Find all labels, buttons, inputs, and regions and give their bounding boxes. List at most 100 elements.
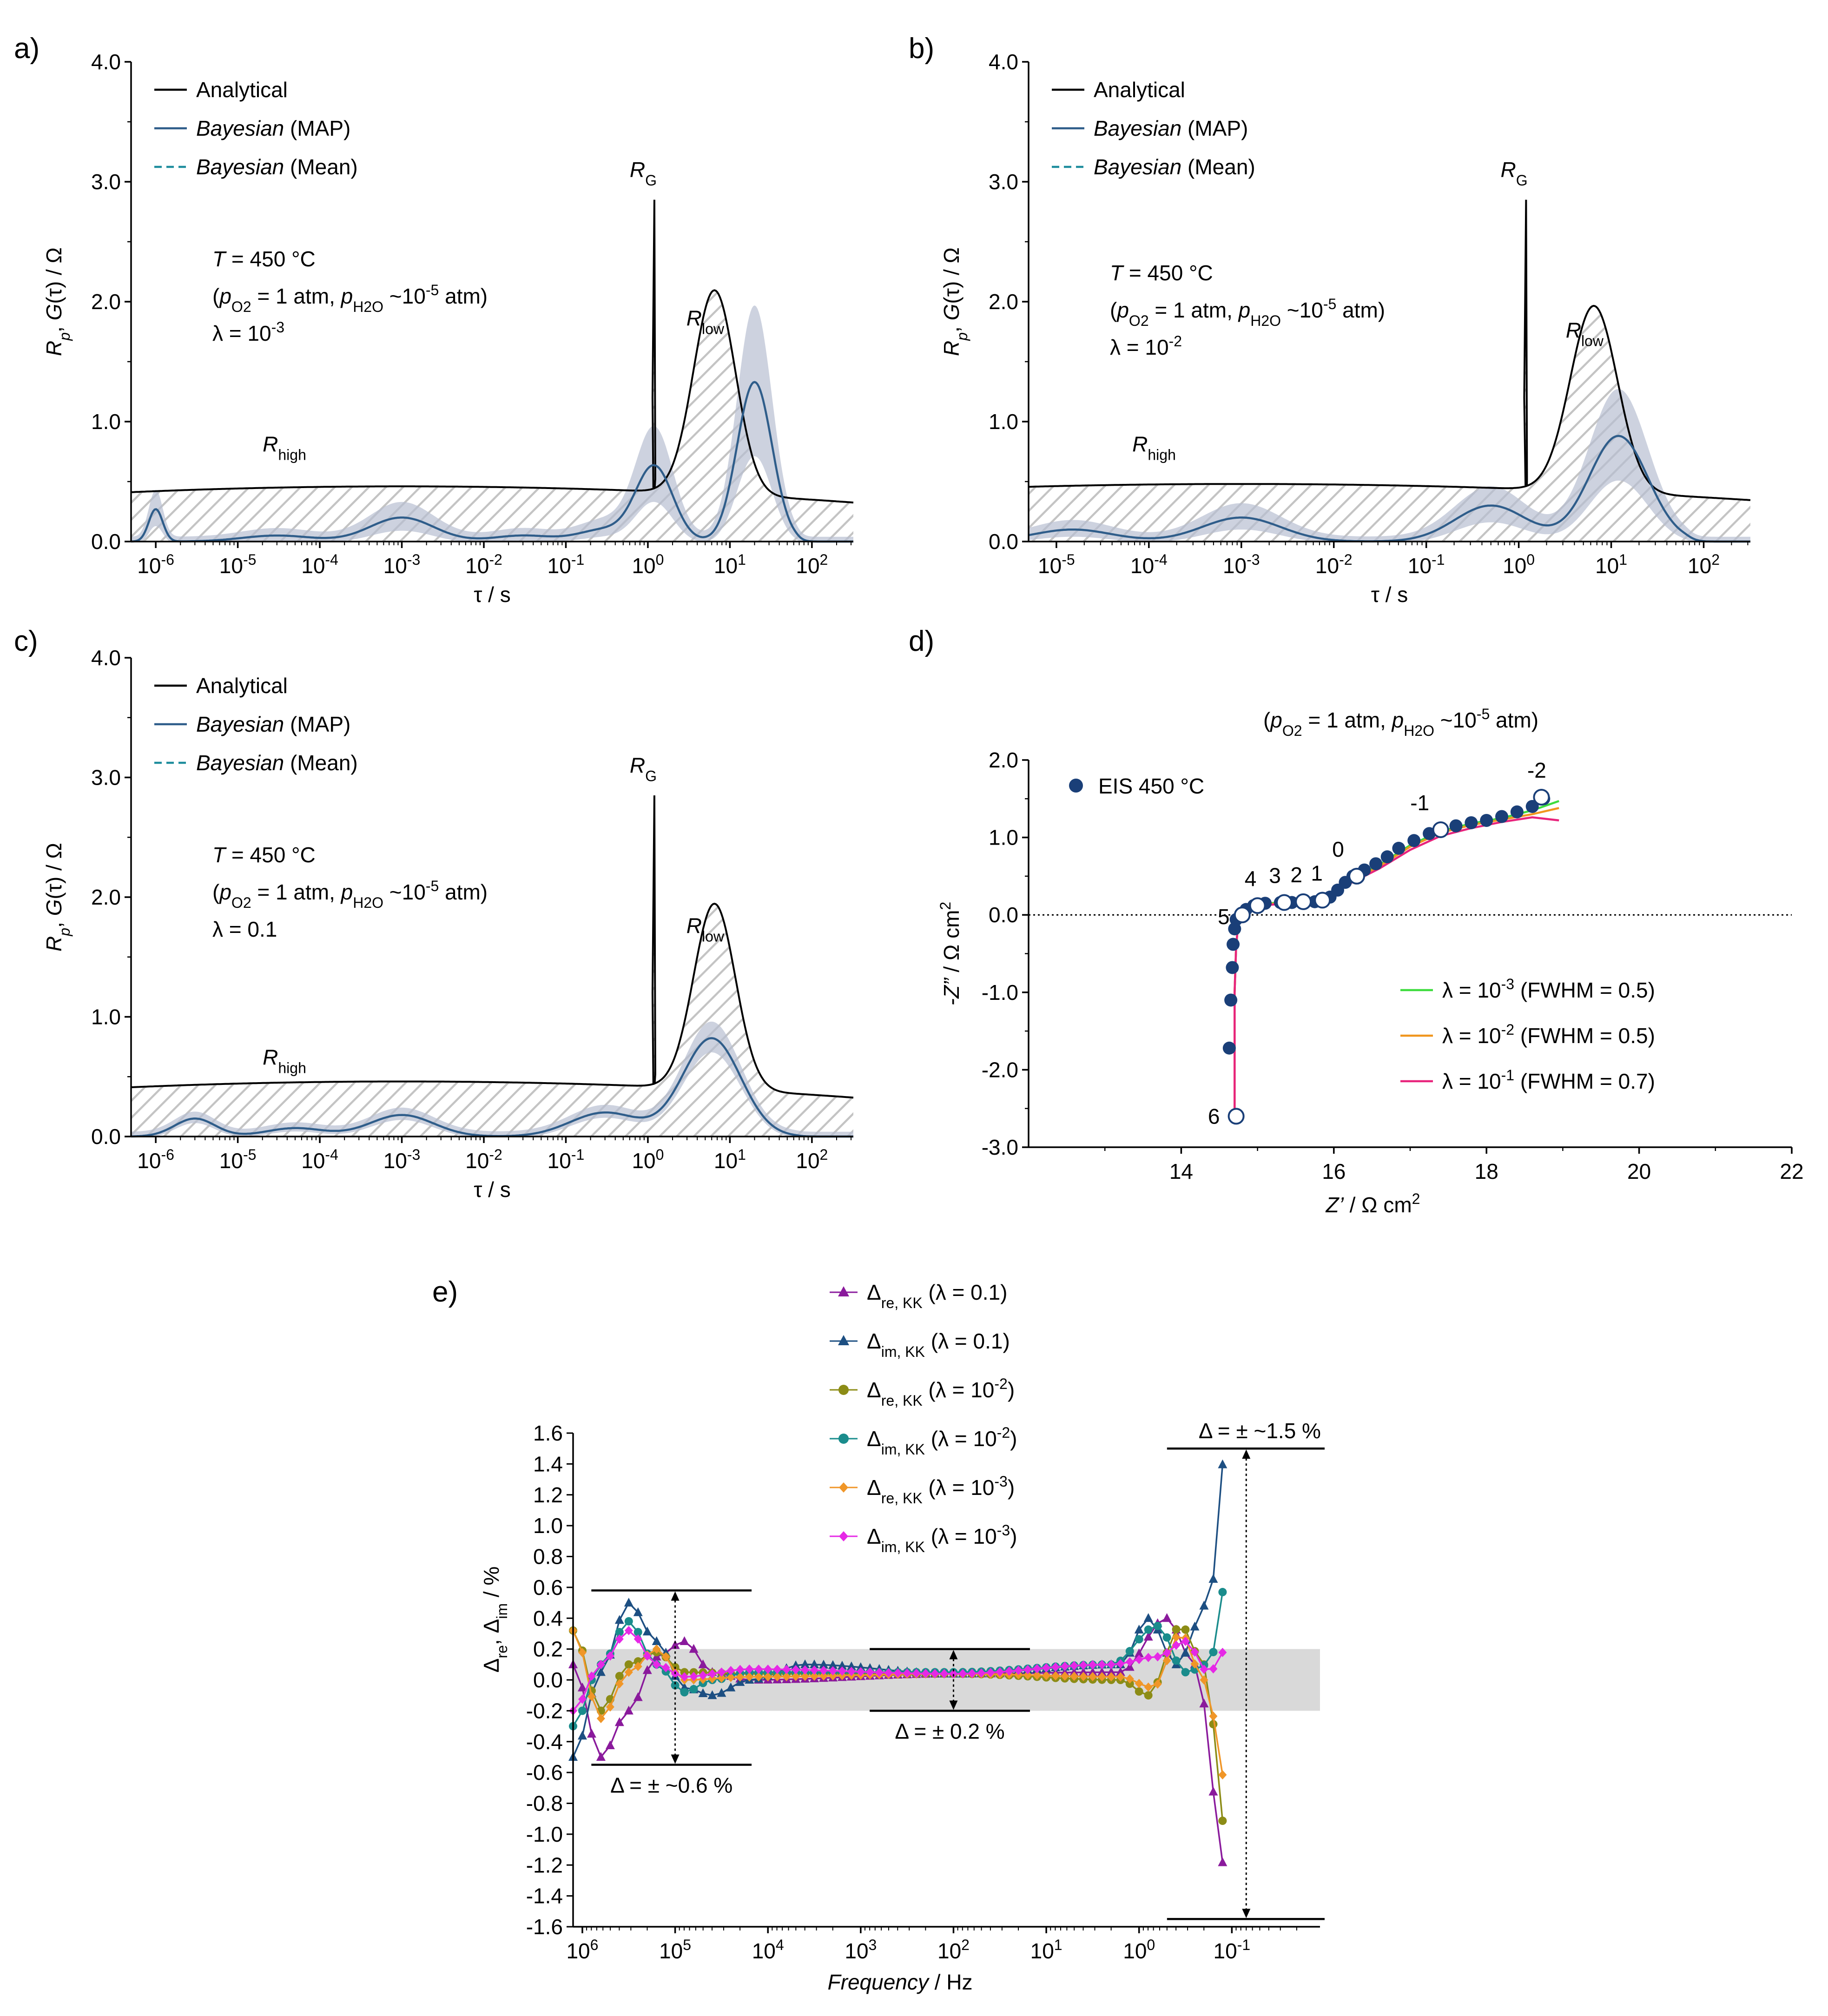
credible-band <box>1029 389 1750 542</box>
legend-label: Bayesian (MAP) <box>196 116 350 140</box>
x-tick-label: 10-3 <box>383 1146 421 1173</box>
residual-point <box>1042 1663 1051 1673</box>
y-tick-label: 4.0 <box>91 50 121 74</box>
residual-point <box>726 1666 735 1675</box>
y-tick-label: 1.0 <box>91 1005 121 1029</box>
x-tick-label: 100 <box>632 1146 664 1173</box>
residual-point <box>1125 1674 1134 1684</box>
residual-point <box>652 1636 661 1646</box>
y-tick-label: 0.0 <box>91 1124 121 1149</box>
residual-point <box>1153 1679 1162 1689</box>
bracket-arrow-head <box>949 1700 958 1710</box>
residual-point <box>791 1660 801 1670</box>
y-tick-label: 0.2 <box>533 1637 563 1661</box>
residual-point <box>1209 1711 1218 1721</box>
x-tick-label: 101 <box>1030 1937 1062 1963</box>
residual-point <box>1208 1574 1218 1583</box>
y-tick-label: 1.0 <box>91 410 121 434</box>
legend-marker <box>838 1385 849 1395</box>
residual-point <box>968 1669 977 1679</box>
y-tick-label: 1.4 <box>533 1452 563 1476</box>
decade-label: 2 <box>1290 863 1302 887</box>
residual-point <box>764 1672 772 1682</box>
decade-label: 5 <box>1218 905 1230 929</box>
residual-point <box>1097 1667 1107 1676</box>
x-tick-label: 10-5 <box>1038 551 1075 578</box>
residual-point <box>707 1690 717 1699</box>
legend-label: λ = 10-3 (FWHM = 0.5) <box>1442 976 1655 1002</box>
residual-point <box>578 1648 587 1658</box>
residual-point <box>624 1598 634 1607</box>
residual-point <box>1172 1633 1181 1642</box>
annotation-rg: RG <box>1501 158 1528 189</box>
residual-point <box>1209 1648 1218 1657</box>
x-tick-label: 18 <box>1475 1159 1498 1183</box>
x-tick-label: 102 <box>796 551 828 578</box>
residual-point <box>1134 1648 1144 1658</box>
y-tick-label: -0.2 <box>526 1699 563 1723</box>
annotation-rhigh: Rhigh <box>263 432 306 463</box>
residual-point <box>875 1667 884 1677</box>
eis-point <box>1480 813 1493 827</box>
annotation-rlow: Rlow <box>1566 318 1604 349</box>
residual-point <box>773 1665 782 1674</box>
legend-label: Bayesian (MAP) <box>196 712 350 736</box>
eis-point <box>1226 961 1239 974</box>
decade-marker <box>1276 894 1293 911</box>
residual-point <box>912 1668 921 1678</box>
eis-point <box>1224 993 1238 1007</box>
decade-label: 3 <box>1269 864 1281 888</box>
residual-point <box>949 1669 958 1679</box>
condition-lambda: λ = 10-2 <box>1110 333 1182 359</box>
y-tick-label: 1.0 <box>533 1514 563 1538</box>
residual-point <box>1190 1659 1199 1669</box>
residual-point <box>615 1628 624 1637</box>
residual-point <box>1116 1659 1125 1669</box>
legend-label: Bayesian (MAP) <box>1094 116 1248 140</box>
residual-point <box>818 1659 828 1669</box>
residual-point <box>615 1672 624 1680</box>
y-tick-label: 1.0 <box>989 826 1018 850</box>
condition-lambda: λ = 0.1 <box>212 917 277 941</box>
y-axis-label: Rp, G(τ) / Ω <box>42 843 73 952</box>
residual-point <box>615 1679 624 1689</box>
decade-label: -1 <box>1410 791 1429 815</box>
residual-point <box>1135 1635 1143 1644</box>
decade-marker <box>1533 788 1550 806</box>
residual-point <box>1181 1625 1190 1634</box>
y-tick-label: -1.4 <box>526 1884 563 1908</box>
residual-point <box>782 1665 791 1674</box>
eis-point <box>1380 850 1394 864</box>
legend-marker <box>838 1286 849 1296</box>
y-tick-label: 0.0 <box>91 529 121 554</box>
residual-point <box>810 1659 819 1669</box>
residual-point <box>578 1706 587 1715</box>
x-tick-label: 101 <box>714 1146 746 1173</box>
residual-point <box>596 1667 606 1676</box>
residual-point <box>837 1660 847 1670</box>
residual-point <box>1144 1682 1153 1692</box>
residual-point <box>1153 1621 1162 1630</box>
x-tick-label: 10-4 <box>301 1146 338 1173</box>
analytical-line <box>1029 199 1751 501</box>
legend-eis-label: EIS 450 °C <box>1098 774 1204 798</box>
residual-point <box>642 1626 652 1636</box>
residual-point <box>624 1705 634 1715</box>
bracket-label: Δ = ± ~1.5 % <box>1199 1419 1321 1443</box>
y-tick-label: 2.0 <box>989 748 1018 772</box>
x-tick-label: 104 <box>752 1937 784 1963</box>
residual-point <box>810 1666 819 1675</box>
residual-point <box>986 1668 995 1678</box>
legend-label: Δim, KK (λ = 10-3) <box>867 1522 1017 1555</box>
panel-label: a) <box>14 33 40 65</box>
residual-point <box>1005 1666 1014 1676</box>
y-tick-label: -3.0 <box>982 1135 1018 1159</box>
y-axis-label: Rp, G(τ) / Ω <box>939 247 970 356</box>
x-tick-label: 10-2 <box>465 1146 502 1173</box>
residual-point <box>717 1688 726 1697</box>
legend-label: Δre, KK (λ = 0.1) <box>867 1280 1007 1311</box>
residual-point <box>884 1668 893 1678</box>
residual-point <box>1033 1671 1042 1680</box>
decade-marker <box>1348 867 1366 885</box>
